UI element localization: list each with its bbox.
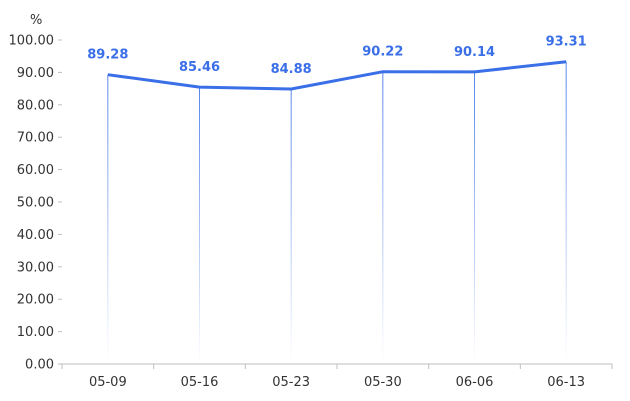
data-labels: 89.28 85.46 84.88 90.22 90.14 93.31 — [87, 35, 586, 77]
y-tick-label: 0.00 — [25, 358, 54, 373]
y-tick-label: 50.00 — [17, 196, 54, 211]
drop-line — [382, 71, 384, 365]
x-axis-ticks: 05-09 05-16 05-23 05-30 06-06 06-13 — [61, 364, 613, 390]
data-label: 90.14 — [454, 45, 495, 60]
y-tick-label: 40.00 — [17, 228, 54, 243]
y-tick-label: 80.00 — [17, 98, 54, 113]
y-tick-label: 20.00 — [17, 293, 54, 308]
x-tick-label: 06-06 — [456, 375, 494, 390]
y-tick-label: 30.00 — [17, 260, 54, 275]
series-line — [107, 60, 567, 91]
drop-lines — [107, 61, 567, 365]
y-axis-ticks: 0.00 10.00 20.00 30.00 40.00 50.00 60.00 70.00 8… — [9, 34, 62, 373]
drop-line — [107, 74, 109, 365]
drop-line — [565, 61, 567, 364]
data-label: 90.22 — [362, 45, 403, 60]
x-tick-label: 06-13 — [547, 375, 585, 390]
y-tick-label: 60.00 — [17, 163, 54, 178]
x-tick-label: 05-30 — [364, 375, 402, 390]
y-tick-label: 100.00 — [9, 34, 55, 49]
data-label: 89.28 — [87, 48, 128, 63]
y-tick-label: 90.00 — [17, 66, 54, 81]
drop-line — [290, 88, 292, 364]
y-tick-label: 70.00 — [17, 131, 54, 146]
x-tick-label: 05-09 — [89, 375, 127, 390]
y-tick-label: 10.00 — [17, 325, 54, 340]
data-label: 85.46 — [179, 60, 220, 75]
data-label: 84.88 — [271, 62, 312, 77]
x-tick-label: 05-23 — [272, 375, 310, 390]
data-label: 93.31 — [546, 35, 587, 50]
drop-line — [199, 87, 200, 365]
drop-line — [474, 71, 475, 364]
y-axis-unit: % — [30, 13, 42, 28]
x-tick-label: 05-16 — [181, 375, 219, 390]
